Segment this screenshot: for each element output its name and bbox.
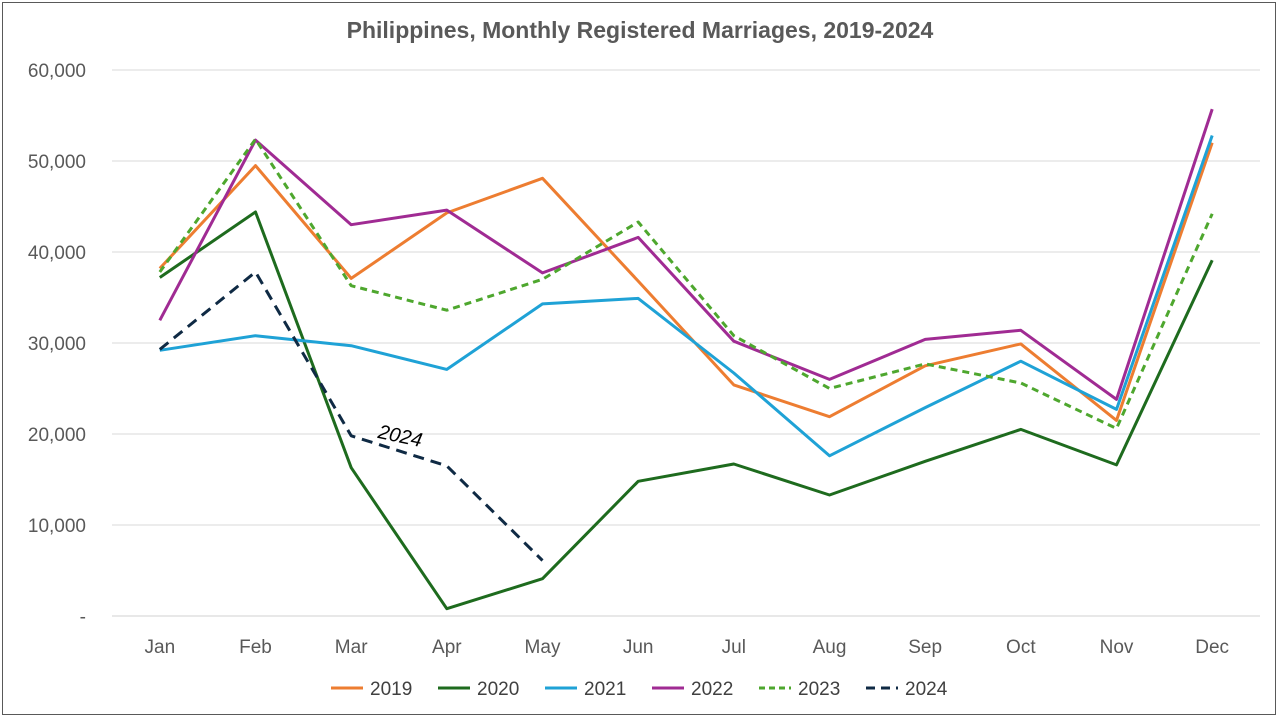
x-tick-label: Feb (239, 637, 272, 658)
x-tick-label: Jul (722, 637, 746, 658)
legend-label-2024: 2024 (905, 679, 948, 700)
x-tick-label: Oct (1006, 637, 1036, 658)
gridlines (112, 69, 1260, 617)
series-line-2019 (158, 142, 1214, 422)
legend-label-2020: 2020 (477, 679, 519, 700)
legend-label-2023: 2023 (798, 679, 840, 700)
x-tick-label: May (525, 637, 561, 658)
x-tick-label: Mar (335, 637, 368, 658)
y-tick-label: 30,000 (28, 334, 86, 355)
series-line-2024 (158, 270, 544, 562)
y-tick-label: 40,000 (28, 243, 86, 264)
x-tick-label: Aug (813, 637, 847, 658)
legend-label-2021: 2021 (584, 679, 626, 700)
x-tick-label: Dec (1195, 637, 1229, 658)
x-tick-label: Sep (908, 637, 942, 658)
series-line-2023 (158, 137, 1214, 430)
series-line-2020 (158, 210, 1214, 611)
series-line-2022 (158, 108, 1214, 401)
annotation-label: 2024 (375, 421, 424, 452)
x-tick-label: Jan (145, 637, 176, 658)
y-tick-label: 60,000 (28, 61, 86, 82)
legend-label-2019: 2019 (370, 679, 412, 700)
series-lines (158, 108, 1214, 611)
x-tick-label: Nov (1100, 637, 1134, 658)
y-tick-label: 20,000 (28, 425, 86, 446)
legend: 2019 2020 2021 2022 2023 2024 (331, 679, 948, 700)
y-tick-label: 50,000 (28, 152, 86, 173)
y-tick-label: 10,000 (28, 516, 86, 537)
y-tick-label: - (80, 607, 86, 628)
chart-title: Philippines, Monthly Registered Marriage… (347, 17, 934, 43)
x-tick-label: Apr (432, 637, 462, 658)
legend-label-2022: 2022 (691, 679, 733, 700)
series-line-2021 (159, 135, 1214, 458)
y-axis-tick-labels: - 10,000 20,000 30,000 40,000 50,000 60,000 (28, 61, 86, 628)
x-axis-tick-labels: Jan Feb Mar Apr May Jun Jul Aug Sep Oct Nov Dec (145, 637, 1230, 658)
x-tick-label: Jun (623, 637, 654, 658)
annotations: 2024 (375, 421, 424, 452)
